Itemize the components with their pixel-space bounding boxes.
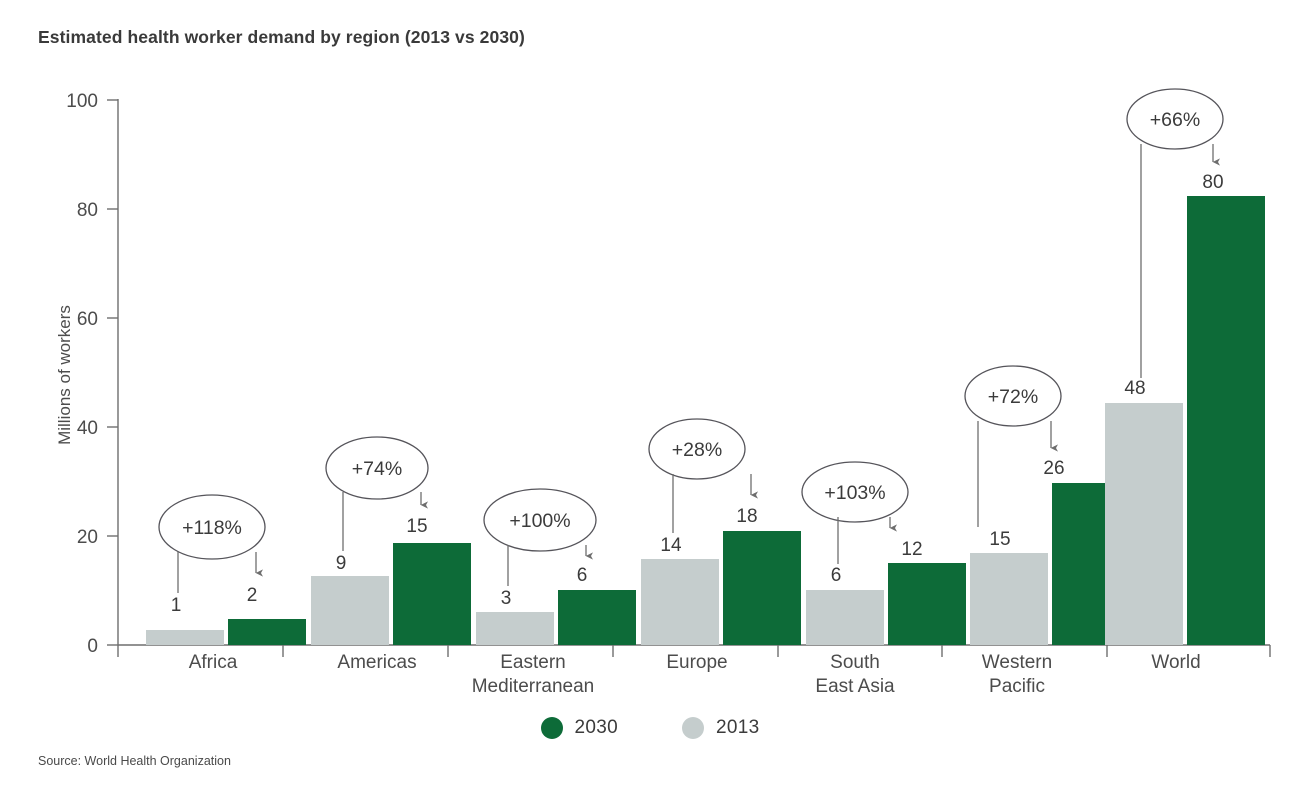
y-tick-label-20: 20 — [77, 527, 98, 548]
growth-callout-americas: +74% — [325, 436, 429, 551]
bar-2030-world[interactable] — [1187, 196, 1265, 645]
bar-group-africa: 1 2 +118% Africa — [146, 494, 306, 673]
bar-2030-europe[interactable] — [723, 531, 801, 645]
bar-2030-south-east-asia[interactable] — [888, 563, 966, 645]
growth-callout-europe: +28% — [648, 418, 758, 533]
x-tick-label-world: World — [1151, 652, 1200, 673]
x-tick-label-africa: Africa — [189, 652, 238, 673]
growth-label-americas: +74% — [352, 458, 402, 480]
legend-item-2013[interactable]: 2013 — [682, 717, 759, 739]
bar-value-2013-western-pacific: 15 — [989, 529, 1010, 550]
growth-label-south-east-asia: +103% — [824, 482, 885, 504]
y-tick-label-80: 80 — [77, 200, 98, 221]
legend-swatch-2030-icon — [540, 717, 563, 739]
x-tick-label-south-east-asia: South — [830, 652, 880, 673]
y-tick-label-0: 0 — [87, 636, 98, 657]
x-tick-label-western-pacific: Western — [982, 652, 1052, 673]
page-title: Estimated health worker demand by region… — [38, 27, 525, 47]
growth-label-africa: +118% — [182, 517, 242, 539]
y-tick-label-40: 40 — [77, 418, 98, 439]
y-tick-label-100: 100 — [66, 91, 98, 112]
bar-group-americas: 9 15 +74% Americas — [311, 436, 471, 673]
bar-value-2013-europe: 14 — [660, 535, 682, 556]
x-tick-label-europe: Europe — [666, 652, 727, 673]
bar-chart-plot: 0 20 40 60 80 100 Millions of workers 1 … — [55, 88, 1271, 697]
growth-callout-western-pacific: +72% — [964, 365, 1062, 527]
bar-group-world: 48 80 +66% World — [1105, 88, 1265, 673]
bar-2013-south-east-asia[interactable] — [806, 590, 884, 645]
bar-value-2030-africa: 2 — [247, 585, 258, 606]
bar-value-2013-world: 48 — [1124, 378, 1145, 399]
bar-group-south-east-asia: 6 12 +103% South East Asia — [801, 461, 966, 697]
bar-2030-africa[interactable] — [228, 619, 306, 645]
y-axis-ticks — [107, 99, 118, 646]
growth-callout-world: +66% — [1126, 88, 1224, 378]
growth-label-western-pacific: +72% — [988, 386, 1038, 408]
bar-value-2013-south-east-asia: 6 — [831, 565, 842, 586]
bar-value-2013-africa: 1 — [171, 595, 182, 616]
legend-item-2030[interactable]: 2030 — [540, 717, 618, 739]
bar-2013-americas[interactable] — [311, 576, 389, 645]
bar-group-europe: 14 18 +28% Europe — [641, 418, 801, 673]
growth-callout-south-east-asia: +103% — [801, 461, 909, 564]
y-axis-title: Millions of workers — [55, 305, 74, 445]
bar-2030-eastern-mediterranean[interactable] — [558, 590, 636, 645]
growth-label-world: +66% — [1150, 109, 1200, 131]
growth-callout-africa: +118% — [158, 494, 266, 593]
x-tick-label-south-east-asia-line2: East Asia — [815, 676, 895, 697]
bar-value-2030-south-east-asia: 12 — [901, 539, 922, 560]
growth-callout-eastern-mediterranean: +100% — [483, 488, 597, 586]
bar-value-2030-europe: 18 — [736, 506, 757, 527]
growth-label-europe: +28% — [672, 439, 722, 461]
x-tick-label-eastern-mediterranean-line2: Mediterranean — [472, 676, 595, 697]
legend-swatch-2013-icon — [682, 717, 704, 739]
bar-group-eastern-mediterranean: 3 6 +100% Eastern Mediterranean — [472, 488, 636, 697]
legend-label-2013: 2013 — [716, 717, 760, 738]
bar-2013-eastern-mediterranean[interactable] — [476, 612, 554, 645]
x-tick-label-eastern-mediterranean: Eastern — [500, 652, 565, 673]
bar-2013-world[interactable] — [1105, 403, 1183, 645]
y-tick-label-60: 60 — [77, 309, 98, 330]
legend-label-2030: 2030 — [574, 717, 618, 738]
x-tick-label-western-pacific-line2: Pacific — [989, 676, 1045, 697]
source-note: Source: World Health Organization — [38, 754, 231, 768]
bar-value-2013-americas: 9 — [336, 553, 347, 574]
bar-value-2030-world: 80 — [1202, 172, 1223, 193]
y-axis: 0 20 40 60 80 100 Millions of workers — [55, 91, 119, 657]
bar-value-2030-western-pacific: 26 — [1043, 458, 1064, 479]
bar-2013-western-pacific[interactable] — [970, 553, 1048, 645]
bar-value-2030-eastern-mediterranean: 6 — [577, 565, 588, 586]
legend: 2030 2013 — [0, 717, 1300, 739]
bar-2013-europe[interactable] — [641, 559, 719, 645]
bar-2030-americas[interactable] — [393, 543, 471, 645]
x-tick-label-americas: Americas — [337, 652, 416, 673]
bar-2013-africa[interactable] — [146, 630, 224, 645]
growth-label-eastern-mediterranean: +100% — [509, 510, 570, 532]
bar-value-2013-eastern-mediterranean: 3 — [501, 588, 512, 609]
bar-value-2030-americas: 15 — [406, 516, 427, 537]
